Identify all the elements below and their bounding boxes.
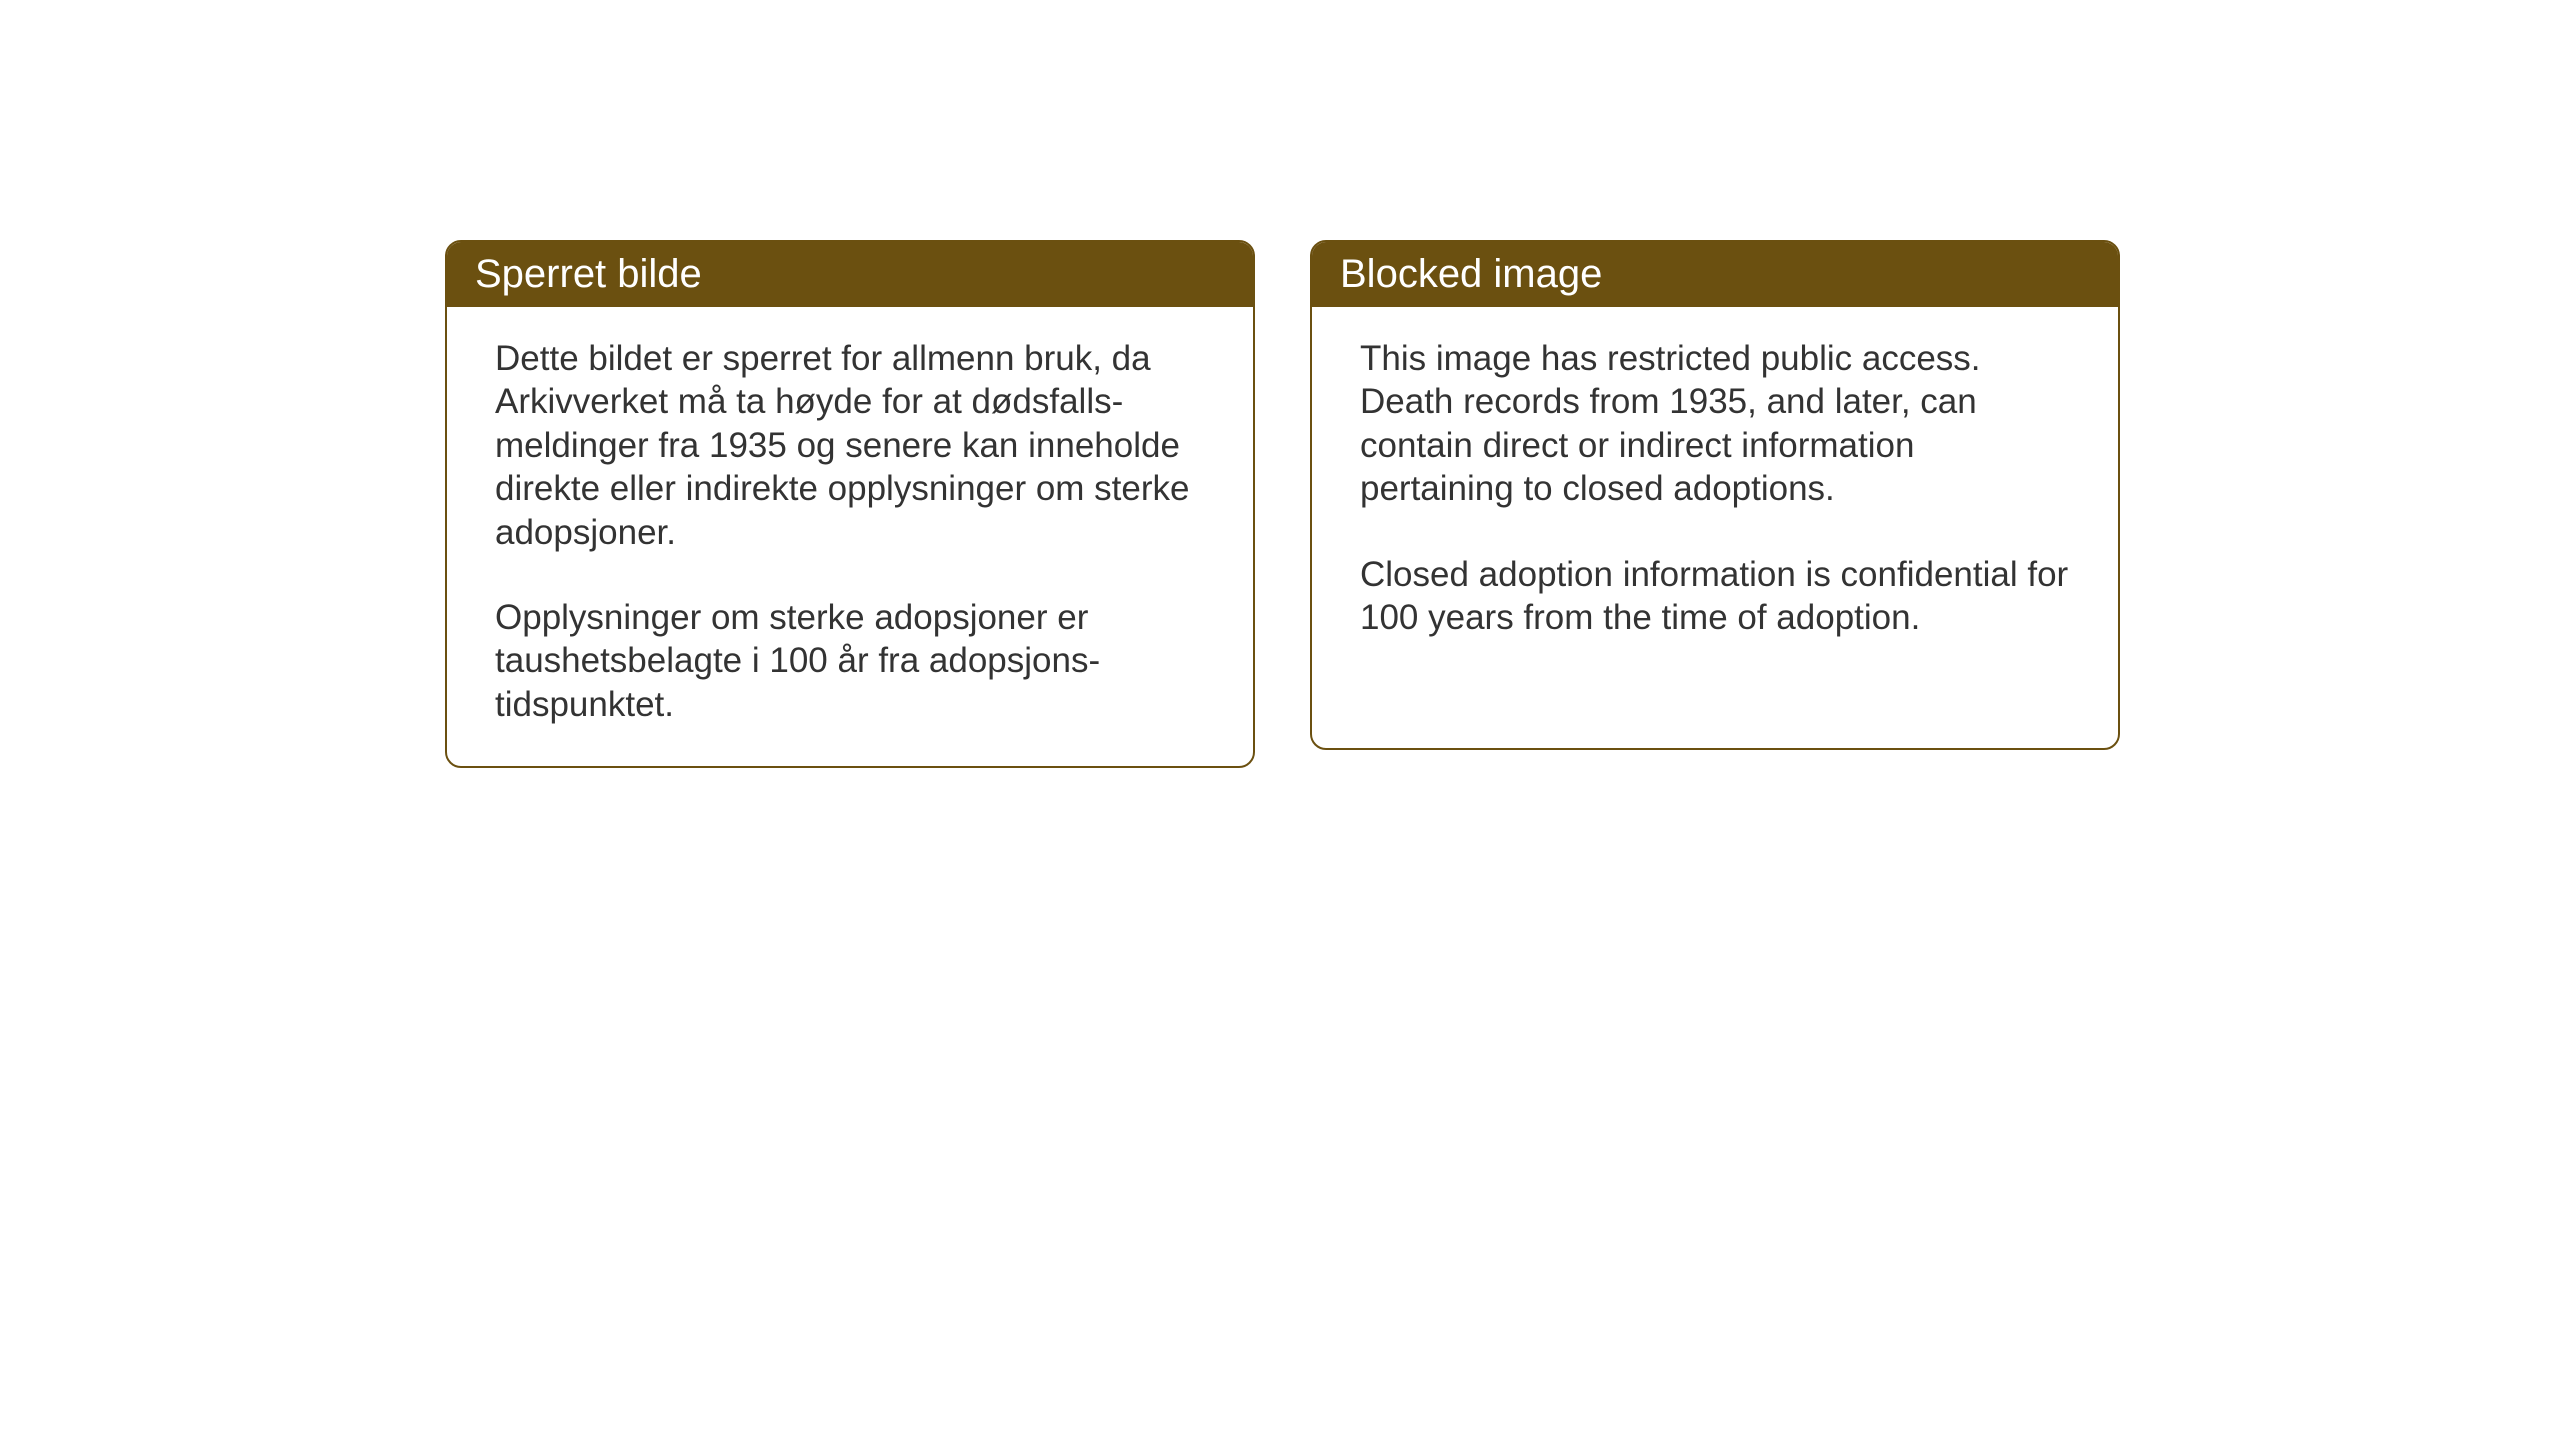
card-body-norwegian: Dette bildet er sperret for allmenn bruk… [447, 307, 1253, 766]
notice-cards-container: Sperret bilde Dette bildet er sperret fo… [445, 240, 2120, 768]
card-paragraph-1: Dette bildet er sperret for allmenn bruk… [495, 337, 1205, 554]
card-title: Blocked image [1340, 252, 1602, 296]
card-paragraph-1: This image has restricted public access.… [1360, 337, 2070, 511]
card-header-english: Blocked image [1312, 242, 2118, 307]
card-title: Sperret bilde [475, 252, 702, 296]
notice-card-norwegian: Sperret bilde Dette bildet er sperret fo… [445, 240, 1255, 768]
card-header-norwegian: Sperret bilde [447, 242, 1253, 307]
card-body-english: This image has restricted public access.… [1312, 307, 2118, 679]
notice-card-english: Blocked image This image has restricted … [1310, 240, 2120, 750]
card-paragraph-2: Opplysninger om sterke adopsjoner er tau… [495, 596, 1205, 726]
card-paragraph-2: Closed adoption information is confident… [1360, 553, 2070, 640]
